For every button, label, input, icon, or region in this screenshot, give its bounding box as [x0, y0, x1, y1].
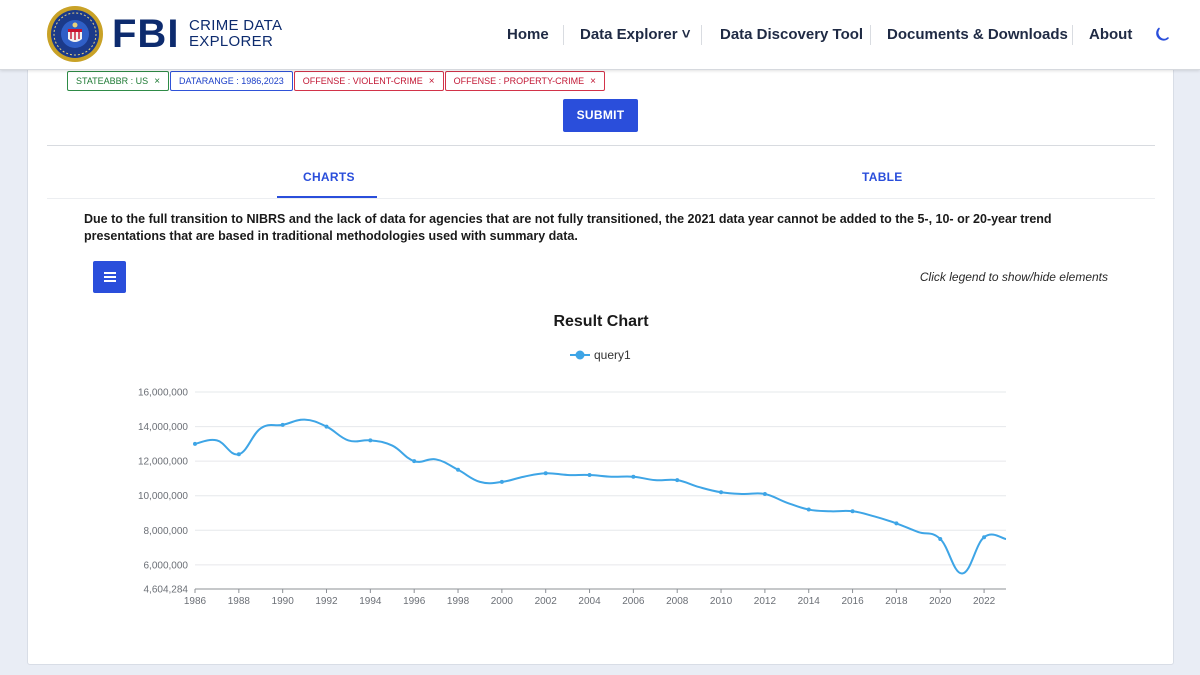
- nav-separator: [701, 25, 702, 45]
- x-tick-label: 1996: [403, 596, 426, 607]
- chart-legend[interactable]: query1: [570, 348, 631, 362]
- y-tick-label: 16,000,000: [138, 388, 188, 399]
- legend-hint: Click legend to show/hide elements: [919, 270, 1108, 284]
- x-tick-label: 1986: [184, 596, 207, 607]
- remove-filter-icon[interactable]: ×: [428, 76, 435, 87]
- data-point[interactable]: [719, 490, 724, 495]
- remove-filter-icon[interactable]: ×: [154, 76, 161, 87]
- hamburger-icon: [104, 276, 116, 278]
- nav-about[interactable]: About: [1089, 26, 1133, 43]
- data-point[interactable]: [499, 479, 504, 484]
- data-point[interactable]: [280, 422, 285, 427]
- legend-marker: [575, 350, 585, 360]
- filter-chip-violent-crime: OFFENSE : VIOLENT-CRIME ×: [293, 71, 444, 91]
- nav-separator: [870, 25, 871, 45]
- data-point[interactable]: [762, 491, 767, 496]
- nav-separator: [1072, 25, 1073, 45]
- filter-chip-property-crime: OFFENSE : PROPERTY-CRIME ×: [444, 71, 605, 91]
- data-point[interactable]: [412, 459, 417, 464]
- y-tick-label: 8,000,000: [144, 526, 189, 537]
- site-header: FBI CRIME DATA EXPLORER Home Data Explor…: [0, 0, 1200, 70]
- nav-data-explorer[interactable]: Data Explorer ˅: [580, 26, 691, 43]
- y-tick-label: 10,000,000: [138, 491, 188, 502]
- x-tick-label: 1994: [359, 596, 382, 607]
- results-card: [27, 60, 1174, 665]
- data-point[interactable]: [543, 471, 548, 476]
- data-point[interactable]: [631, 474, 636, 479]
- data-point[interactable]: [193, 441, 197, 446]
- filter-chip-label: DATARANGE : 1986,2023: [179, 76, 284, 86]
- hamburger-icon: [104, 280, 116, 282]
- x-tick-label: 2000: [491, 596, 514, 607]
- x-tick-label: 2006: [622, 596, 645, 607]
- data-point[interactable]: [324, 424, 329, 429]
- filter-chips: STATEABBR : US × DATARANGE : 1986,2023 OF…: [67, 71, 606, 91]
- y-tick-label: 4,604,284: [144, 585, 189, 596]
- nav-documents-downloads[interactable]: Documents & Downloads: [887, 26, 1068, 43]
- x-tick-label: 1992: [315, 596, 338, 607]
- x-tick-label: 2002: [535, 596, 558, 607]
- x-tick-label: 2008: [666, 596, 689, 607]
- divider: [47, 198, 1155, 199]
- y-tick-label: 12,000,000: [138, 457, 188, 468]
- brand-sub-line2: EXPLORER: [189, 33, 274, 50]
- x-tick-label: 2010: [710, 596, 733, 607]
- chart-title: Result Chart: [553, 313, 649, 330]
- brand-sub-line1: CRIME DATA: [189, 17, 283, 34]
- filter-chip-datarange: DATARANGE : 1986,2023: [170, 71, 293, 91]
- data-point[interactable]: [894, 521, 899, 526]
- series-line-query1: [194, 418, 1007, 575]
- filter-chip-label: OFFENSE : VIOLENT-CRIME: [302, 76, 423, 86]
- y-tick-label: 14,000,000: [138, 422, 188, 433]
- x-tick-label: 2016: [841, 596, 864, 607]
- fbi-seal-logo[interactable]: [46, 5, 104, 63]
- nav-home[interactable]: Home: [507, 26, 549, 43]
- x-tick-label: 2012: [754, 596, 777, 607]
- data-point[interactable]: [368, 438, 373, 443]
- data-point[interactable]: [982, 535, 987, 540]
- active-tab-indicator: [277, 196, 377, 199]
- brand-subtitle: CRIME DATA EXPLORER: [189, 18, 282, 50]
- tab-charts[interactable]: CHARTS: [303, 170, 355, 184]
- filter-chip-stateabbr: STATEABBR : US ×: [67, 71, 170, 91]
- x-tick-label: 2022: [973, 596, 996, 607]
- submit-button[interactable]: SUBMIT: [563, 99, 638, 132]
- x-tick-label: 2004: [578, 596, 601, 607]
- filter-chip-label: OFFENSE : PROPERTY-CRIME: [453, 76, 585, 86]
- nav-data-discovery-tool[interactable]: Data Discovery Tool: [720, 26, 864, 43]
- hamburger-icon: [104, 272, 116, 274]
- x-tick-label: 2014: [798, 596, 821, 607]
- remove-filter-icon[interactable]: ×: [590, 76, 596, 87]
- data-point[interactable]: [938, 536, 943, 541]
- x-tick-label: 1988: [228, 596, 251, 607]
- x-tick-label: 2020: [929, 596, 952, 607]
- data-point[interactable]: [850, 509, 855, 514]
- filter-chip-label: STATEABBR : US: [76, 76, 149, 86]
- data-point[interactable]: [675, 478, 680, 483]
- dark-mode-moon-icon[interactable]: [1153, 26, 1171, 44]
- legend-label: query1: [594, 348, 631, 362]
- data-point[interactable]: [587, 472, 592, 477]
- chart-menu-button[interactable]: [93, 261, 126, 293]
- nav-separator: [563, 25, 564, 45]
- x-tick-label: 1998: [447, 596, 470, 607]
- nibrs-notice: Due to the full transition to NIBRS and …: [84, 212, 1052, 243]
- data-point[interactable]: [456, 467, 461, 472]
- tab-table[interactable]: TABLE: [862, 170, 903, 184]
- y-tick-label: 6,000,000: [144, 560, 189, 571]
- data-point[interactable]: [806, 507, 811, 512]
- brand-fbi: FBI: [112, 12, 180, 56]
- data-point[interactable]: [236, 452, 241, 457]
- x-tick-label: 1990: [272, 596, 295, 607]
- divider: [47, 145, 1155, 146]
- x-tick-label: 2018: [885, 596, 908, 607]
